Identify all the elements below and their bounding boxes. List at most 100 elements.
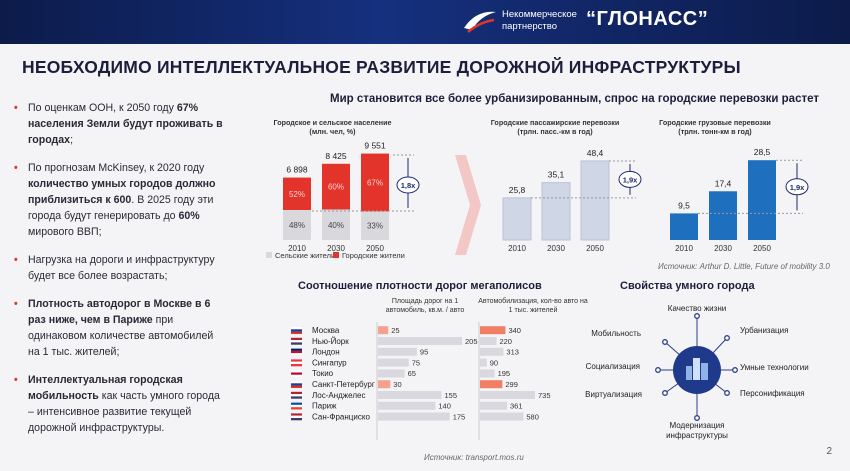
chevron-arrow-icon: [455, 155, 481, 255]
multiplier-badge: [785, 178, 809, 196]
x-tick-label: 2010: [288, 244, 306, 253]
road-area-bar: [378, 347, 417, 356]
city-label: Лондон: [312, 348, 340, 357]
road-area-value: 65: [408, 369, 416, 378]
urban-share-label: 52%: [289, 190, 305, 199]
value-label: 9,5: [678, 200, 690, 210]
total-label: 9 551: [364, 141, 386, 151]
road-area-value: 75: [412, 358, 420, 367]
density-title: Соотношение плотности дорог мегаполисов: [298, 280, 542, 292]
flag-icon: [291, 329, 302, 332]
bar: [670, 213, 698, 240]
spoke-line: [696, 337, 728, 371]
legend-label: Городские жители: [342, 251, 405, 260]
flag-icon: [291, 413, 302, 416]
bullet-text: 67% населения Земли будут проживать в го…: [28, 102, 223, 146]
chart-population-title: Городское и сельское население (млн. чел…: [273, 118, 392, 136]
flag-icon: [291, 415, 302, 418]
flag-icon: [291, 340, 302, 343]
flag-icon: [291, 383, 302, 386]
road-area-value: 25: [391, 326, 399, 335]
motorization-value: 90: [490, 358, 498, 367]
source-note-2: Источник: transport.mos.ru: [424, 453, 524, 462]
bullet-dot-icon: •: [14, 374, 18, 386]
bullet-text: при одинаковом количестве автомобилей на…: [28, 314, 214, 358]
road-area-value: 95: [420, 348, 428, 357]
multiplier-label: 1,8x: [401, 181, 416, 190]
road-area-bar: [378, 412, 450, 421]
flag-icon: [291, 404, 302, 408]
chart-freight-title: Городские грузовые перевозки (трлн. тонн…: [659, 118, 771, 136]
urban-share-label: 60%: [328, 183, 344, 192]
header-bar: Некоммерческое партнерство “ГЛОНАСС”: [0, 0, 850, 44]
spoke-line: [664, 369, 698, 394]
rural-share-label: 33%: [367, 222, 383, 231]
bar-urban: [361, 153, 389, 212]
city-icon: [701, 363, 708, 380]
smart-property-label: Урбанизация: [740, 326, 788, 335]
x-tick-label: 2030: [327, 244, 345, 253]
city-label: Сан-Франциско: [312, 412, 370, 421]
bar-urban: [322, 163, 350, 210]
city-label: Нью-Йорк: [312, 337, 349, 346]
x-tick-label: 2030: [714, 244, 732, 253]
motorization-bar: [480, 358, 487, 367]
multiplier-label: 1,9x: [623, 175, 638, 184]
motorization-bar: [480, 347, 504, 356]
motorization-bar: [480, 326, 506, 335]
smart-property-label: Персонификация: [740, 389, 805, 398]
motorization-bar: [480, 391, 535, 399]
motorization-value: 361: [510, 402, 523, 411]
flag-icon: [291, 361, 302, 364]
road-area-bar: [378, 337, 462, 345]
spoke-node: [662, 339, 668, 345]
city-icon: [693, 358, 700, 380]
road-area-bar: [378, 391, 442, 399]
smart-city-title: Свойства умного города: [620, 280, 755, 292]
density-col1-header: Площадь дорог на 1 автомобиль, кв.м. / а…: [385, 298, 465, 314]
bar-urban: [283, 177, 311, 211]
density-col2-header: Автомобилизация, кол-во авто на 1 тыс. ж…: [478, 298, 588, 314]
road-area-value: 30: [393, 380, 401, 389]
road-area-value: 140: [438, 402, 451, 411]
spoke-node: [724, 335, 730, 341]
smart-property-label: Виртуализация: [585, 390, 642, 399]
total-label: 8 425: [325, 151, 347, 161]
bar-rural: [283, 210, 311, 240]
motorization-value: 299: [505, 380, 518, 389]
motorization-bar: [480, 337, 497, 345]
motorization-value: 195: [498, 369, 511, 378]
flag-icon: [291, 407, 302, 410]
flag-icon: [291, 391, 302, 395]
flag-icon: [291, 364, 302, 367]
flag-icon: [291, 370, 302, 373]
motorization-bar: [480, 412, 524, 421]
bullet-item: • Плотность автодорог в Москве в 6 раз ни…: [10, 296, 225, 360]
bullet-text: По оценкам ООН, к 2050 году: [28, 102, 177, 114]
value-label: 48,4: [587, 148, 604, 158]
x-tick-label: 2050: [753, 244, 771, 253]
smart-property-label: Мобильность: [591, 329, 641, 338]
charts-heading: Мир становится все более урбанизированны…: [330, 93, 819, 105]
spoke-line: [696, 369, 728, 394]
flag-icon: [291, 337, 302, 341]
bullet-dot-icon: •: [14, 254, 18, 266]
legend-label: Сельские жители: [275, 251, 335, 260]
road-area-bar: [378, 358, 409, 367]
bullet-dot-icon: •: [14, 162, 18, 174]
flag-icon: [291, 372, 302, 375]
bullet-dot-icon: •: [14, 298, 18, 310]
bar-rural: [361, 211, 389, 240]
spoke-node: [732, 367, 738, 373]
total-label: 6 898: [286, 165, 308, 175]
urban-share-label: 67%: [367, 179, 383, 188]
value-label: 28,5: [754, 147, 771, 157]
bar: [541, 182, 571, 241]
city-label: Москва: [312, 326, 340, 335]
city-label: Лос-Анджелес: [312, 391, 365, 400]
bullet-item: • По оценкам ООН, к 2050 году 67% населен…: [10, 100, 225, 148]
legend-swatch: [266, 252, 272, 258]
city-icon: [686, 366, 692, 380]
spoke-node: [724, 390, 730, 396]
page-title: НЕОБХОДИМО ИНТЕЛЛЕКТУАЛЬНОЕ РАЗВИТИЕ ДОР…: [22, 57, 741, 77]
